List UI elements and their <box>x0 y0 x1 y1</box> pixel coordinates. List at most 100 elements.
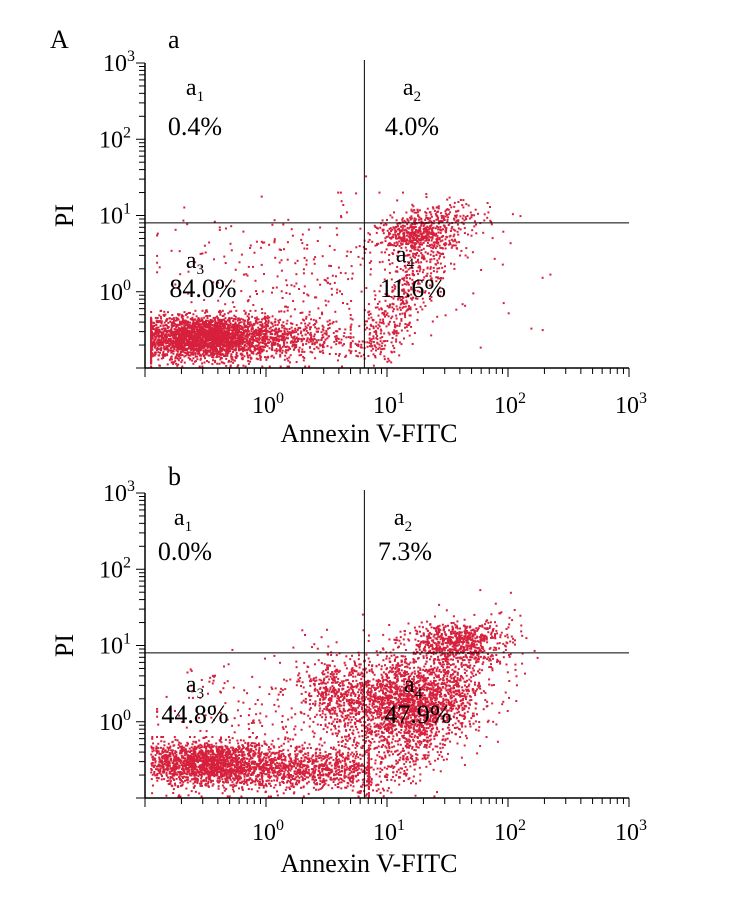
data-point <box>403 235 406 238</box>
data-point <box>178 343 181 346</box>
data-point <box>396 225 399 227</box>
data-point <box>171 333 174 336</box>
data-point <box>286 330 289 333</box>
data-point <box>243 326 246 329</box>
data-point <box>269 333 272 336</box>
data-point <box>375 333 378 335</box>
data-point <box>266 323 269 326</box>
data-point <box>317 330 319 333</box>
data-point <box>177 359 180 362</box>
data-point <box>172 331 175 334</box>
data-point <box>279 318 282 321</box>
data-point <box>411 282 414 285</box>
data-point <box>429 267 432 270</box>
data-point <box>477 212 479 215</box>
data-point <box>217 281 220 284</box>
data-point <box>424 291 426 294</box>
data-point <box>280 290 283 293</box>
data-point <box>204 325 207 328</box>
data-point <box>295 336 298 339</box>
data-point <box>237 336 240 339</box>
data-point <box>430 258 433 261</box>
data-point <box>258 335 261 338</box>
data-point <box>150 362 153 365</box>
data-point <box>218 226 221 229</box>
data-point <box>207 354 210 357</box>
data-point <box>423 223 426 226</box>
data-point <box>262 332 265 335</box>
data-point <box>192 313 195 316</box>
data-point <box>265 350 268 353</box>
data-point <box>188 351 191 354</box>
data-point <box>274 324 277 327</box>
data-point <box>309 331 312 334</box>
data-point <box>302 343 304 346</box>
data-point <box>401 277 404 280</box>
data-point <box>158 334 161 337</box>
data-point <box>418 209 421 212</box>
data-point <box>213 258 215 261</box>
data-point <box>289 354 292 357</box>
data-point <box>244 335 247 338</box>
data-point <box>238 327 241 330</box>
data-point <box>192 334 195 337</box>
data-point <box>403 290 405 293</box>
data-point <box>391 315 394 318</box>
quadrant-label-a1: a1 <box>186 75 204 105</box>
data-point <box>422 237 424 240</box>
data-point <box>387 315 390 318</box>
data-point <box>248 343 251 346</box>
data-point <box>447 216 449 219</box>
data-point <box>381 342 384 345</box>
data-point <box>218 309 221 312</box>
data-point <box>429 298 431 300</box>
data-point <box>257 332 260 335</box>
data-point <box>420 249 423 251</box>
data-point <box>274 343 277 346</box>
data-point <box>433 219 436 222</box>
data-point <box>405 299 408 302</box>
data-point <box>429 258 432 261</box>
data-point <box>313 347 316 350</box>
data-point <box>260 341 262 344</box>
data-point <box>170 318 173 321</box>
data-point <box>241 343 244 345</box>
data-point <box>171 325 174 328</box>
data-point <box>216 337 219 340</box>
data-point <box>231 301 234 304</box>
data-point <box>455 219 458 222</box>
data-point <box>412 274 415 277</box>
data-point <box>351 277 354 280</box>
data-point <box>408 231 410 234</box>
data-point <box>193 340 196 343</box>
data-point <box>404 326 406 329</box>
data-point <box>400 329 403 332</box>
data-point <box>269 340 272 343</box>
data-point <box>382 322 385 325</box>
data-point <box>201 318 204 321</box>
data-point <box>264 316 266 319</box>
data-point <box>210 321 213 323</box>
data-point <box>152 742 155 745</box>
data-point <box>177 326 180 329</box>
data-point <box>231 339 234 342</box>
data-point <box>271 769 273 772</box>
data-point <box>409 250 412 253</box>
data-point <box>305 329 308 332</box>
data-point <box>428 227 431 230</box>
data-point <box>387 331 390 334</box>
data-point <box>166 324 168 327</box>
data-point <box>454 244 457 247</box>
data-point <box>394 285 397 288</box>
data-point <box>276 342 279 345</box>
data-point <box>419 241 422 244</box>
data-point <box>157 320 160 323</box>
data-point <box>153 758 156 761</box>
data-point <box>417 254 420 257</box>
data-point <box>384 240 387 243</box>
data-point <box>328 327 331 329</box>
data-point <box>342 204 345 206</box>
data-point <box>392 233 395 236</box>
data-point <box>347 336 350 339</box>
data-point <box>157 354 160 357</box>
